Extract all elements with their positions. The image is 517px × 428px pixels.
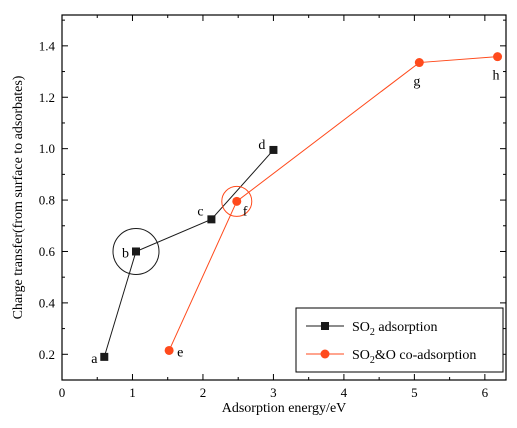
y-tick-label: 0.8 [39,193,55,208]
legend-entry-rest: &O co-adsorption [375,348,476,363]
x-axis-title: Adsorption energy/eV [222,401,347,416]
point-label-e: e [177,345,183,360]
series-0-point [269,145,278,154]
legend-entry-subscript: 2 [370,355,375,366]
legend-swatch-marker [321,322,329,330]
y-tick-label: 0.6 [39,244,56,259]
x-tick-label: 4 [341,385,348,400]
point-label-h: h [493,69,500,84]
series-0-point [207,215,216,224]
point-label-b: b [122,246,129,261]
y-tick-label: 0.2 [39,347,55,362]
point-label-a: a [91,352,98,367]
point-label-c: c [197,204,203,219]
x-tick-label: 3 [270,385,277,400]
legend-entry-subscript: 2 [370,327,375,338]
y-tick-label: 1.2 [39,90,55,105]
y-tick-label: 1.4 [39,38,56,53]
series-1-line [168,56,498,351]
x-tick-label: 6 [482,385,489,400]
series-0-point [100,352,109,361]
x-tick-label: 5 [411,385,418,400]
point-label-f: f [243,204,248,219]
x-tick-label: 0 [59,385,66,400]
legend-box [295,307,504,373]
point-labels: a b c d e f g h [91,69,499,367]
legend-entry-main: SO [352,348,370,363]
legend-entry-1: SO2&O co-adsorption [352,348,476,366]
series-layer [100,52,503,361]
legend-entry-main: SO [352,320,370,335]
axes: 0 1 2 3 4 5 6 0.2 0.4 0.6 0.8 1.0 1.2 1.4 Adsorption e… [11,14,507,416]
highlight-circle-b [112,227,160,275]
y-axis-title: Charge transfer(from surface to adsorbat… [11,75,26,319]
point-label-d: d [258,138,265,153]
series-1-point [414,58,424,68]
y-tick-label: 0.4 [39,295,56,310]
series-1-point [493,52,503,62]
series-0-line [103,149,274,358]
series-1-point [232,196,242,206]
highlight-circle-f [221,185,253,217]
x-tick-label: 2 [200,385,207,400]
legend-entry-rest: adsorption [375,320,438,335]
x-tick-label: 1 [129,385,136,400]
series-1-point [164,345,174,355]
legend-swatch-marker [320,349,330,359]
legend-entry-0: SO2 adsorption [352,320,438,338]
series-0-point [132,247,140,256]
point-label-g: g [413,75,420,90]
y-tick-label: 1.0 [39,141,55,156]
plot-frame [61,14,507,381]
